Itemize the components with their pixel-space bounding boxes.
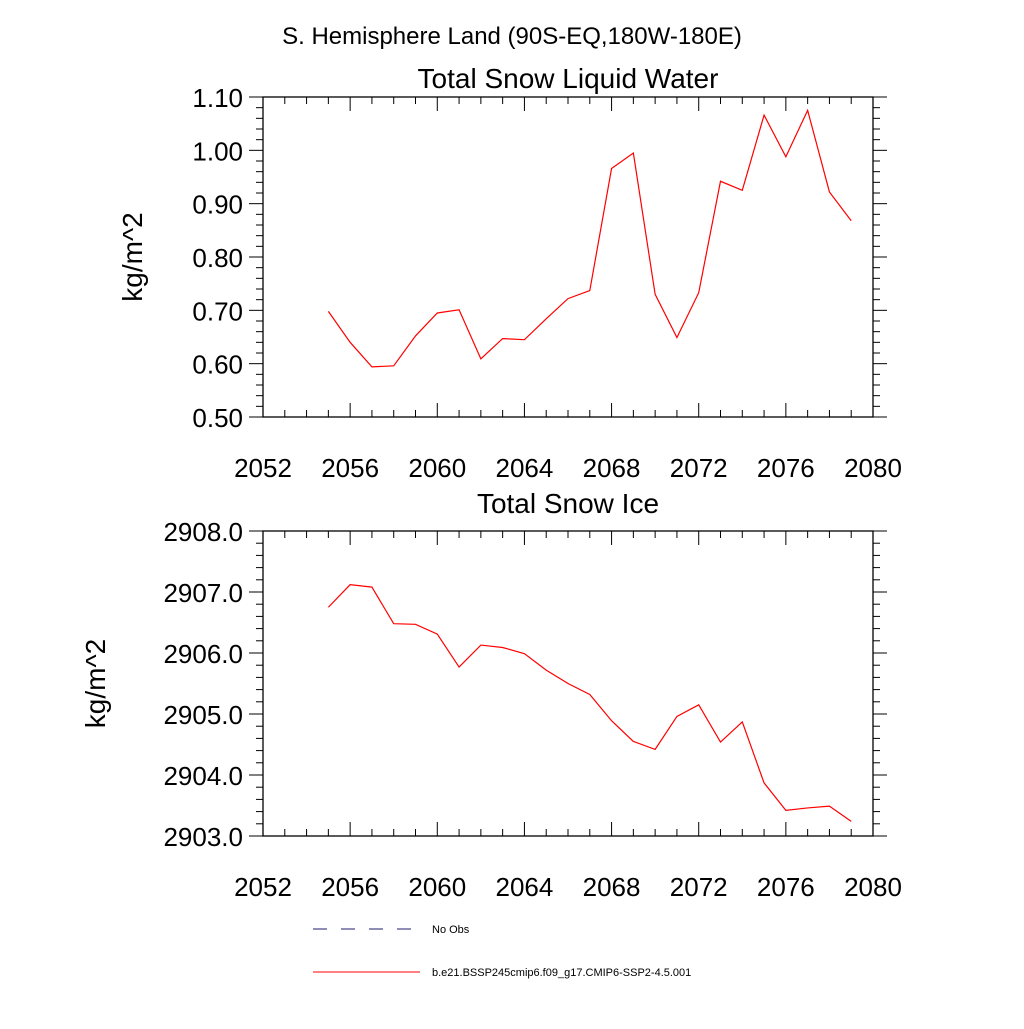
series-line — [327, 108, 852, 368]
y-axis-label: kg/m^2 — [117, 212, 148, 301]
y-tick-label: 2904.0 — [163, 761, 243, 791]
y-tick-label: 0.90 — [192, 190, 243, 220]
x-tick-label: 2052 — [234, 453, 292, 483]
x-tick-label: 2076 — [757, 453, 815, 483]
page-title: S. Hemisphere Land (90S-EQ,180W-180E) — [282, 23, 742, 50]
y-tick-label: 2903.0 — [163, 822, 243, 852]
chart-title: Total Snow Ice — [477, 488, 659, 519]
x-tick-label: 2056 — [321, 453, 379, 483]
x-tick-label: 2060 — [408, 453, 466, 483]
y-tick-label: 2906.0 — [163, 639, 243, 669]
x-tick-label: 2060 — [408, 872, 466, 902]
chart-panel-snow-liquid-water: Total Snow Liquid Water 2052 2056 2060 2064 2… — [117, 63, 902, 483]
x-tick-label: 2072 — [670, 453, 728, 483]
x-tick-label: 2064 — [496, 453, 554, 483]
y-tick-label: 2907.0 — [163, 578, 243, 608]
x-tick-label: 2052 — [234, 872, 292, 902]
x-tick-label: 2076 — [757, 872, 815, 902]
y-tick-label: 0.50 — [192, 403, 243, 433]
y-tick-label: 2908.0 — [163, 517, 243, 547]
x-tick-label: 2068 — [583, 872, 641, 902]
y-tick-label: 0.70 — [192, 296, 243, 326]
x-tick-label: 2056 — [321, 872, 379, 902]
x-tick-label: 2080 — [844, 872, 902, 902]
x-tick-label: 2072 — [670, 872, 728, 902]
legend-label: No Obs — [432, 924, 470, 936]
y-tick-label: 2905.0 — [163, 700, 243, 730]
y-tick-label: 1.10 — [192, 83, 243, 113]
plot-frame — [262, 96, 874, 418]
legend: No Obs b.e21.BSSP245cmip6.f09_g17.CMIP6-S… — [313, 924, 691, 979]
series-line — [327, 584, 852, 822]
x-tick-label: 2068 — [583, 453, 641, 483]
chart-panel-snow-ice: Total Snow Ice 2052 2056 2060 2064 2068 2072 20… — [80, 488, 902, 902]
y-tick-label: 0.60 — [192, 350, 243, 380]
y-axis-label: kg/m^2 — [80, 639, 111, 728]
chart-title: Total Snow Liquid Water — [418, 63, 719, 94]
y-tick-label: 1.00 — [192, 136, 243, 166]
x-tick-label: 2080 — [844, 453, 902, 483]
y-tick-label: 0.80 — [192, 243, 243, 273]
x-tick-label: 2064 — [496, 872, 554, 902]
legend-label: b.e21.BSSP245cmip6.f09_g17.CMIP6-SSP2-4.… — [432, 967, 691, 979]
